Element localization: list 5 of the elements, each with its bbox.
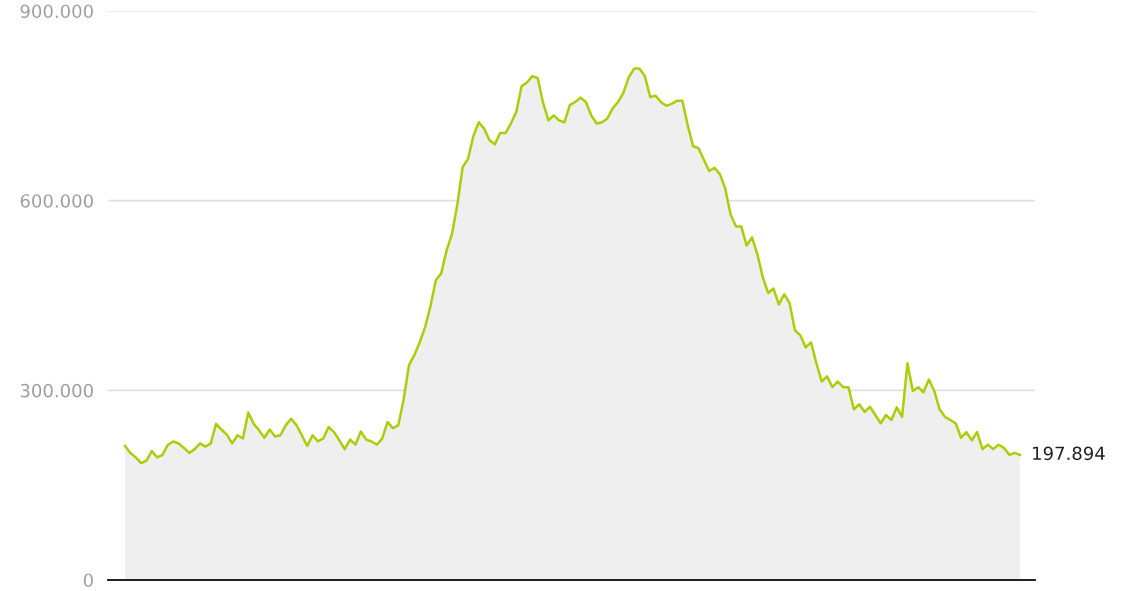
y-tick-label: 300.000: [20, 383, 93, 398]
y-tick-label: 0: [83, 573, 93, 588]
data-label: 197.894: [1033, 446, 1105, 461]
y-tick-label: 900.000: [20, 4, 93, 19]
y-tick-label: 600.000: [20, 194, 93, 208]
